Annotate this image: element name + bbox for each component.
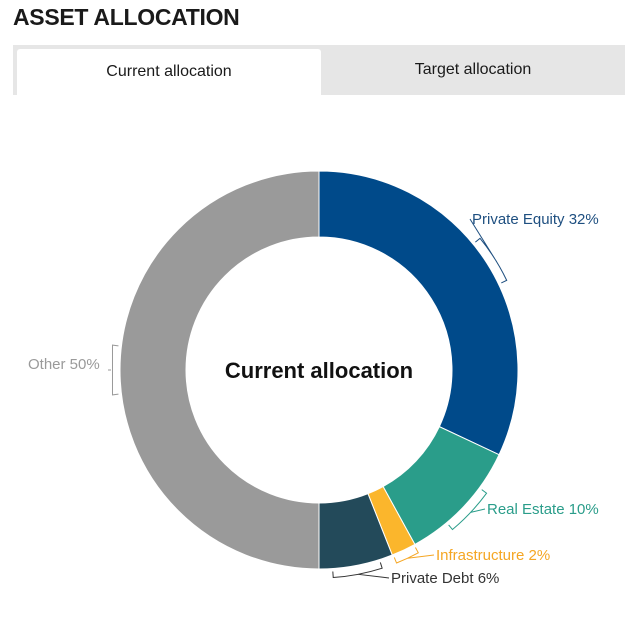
donut-slices xyxy=(119,170,519,570)
leader-real-estate xyxy=(448,489,488,531)
allocation-tabs: Current allocation Target allocation xyxy=(13,45,625,95)
slice-label-private-debt: Private Debt 6% xyxy=(391,570,499,587)
tab-target-allocation[interactable]: Target allocation xyxy=(321,45,625,95)
leader-private-debt xyxy=(332,562,390,579)
leader-other xyxy=(108,344,119,396)
tab-current-allocation[interactable]: Current allocation xyxy=(17,49,321,95)
slice-label-private-equity: Private Equity 32% xyxy=(472,211,599,228)
leader-private-equity xyxy=(469,218,508,284)
donut-slice-private-equity[interactable] xyxy=(318,170,519,456)
section-title: ASSET ALLOCATION xyxy=(13,4,240,30)
slice-label-infrastructure: Infrastructure 2% xyxy=(436,547,550,564)
label-leaders xyxy=(108,218,508,579)
donut-slice-other[interactable] xyxy=(119,170,320,570)
leader-infrastructure xyxy=(393,547,435,564)
slice-label-other: Other 50% xyxy=(28,356,100,373)
chart-center-label: Current allocation xyxy=(225,358,413,383)
slice-label-real-estate: Real Estate 10% xyxy=(487,501,599,518)
slice-labels: Private Equity 32% Real Estate 10% Infrast… xyxy=(28,211,599,587)
